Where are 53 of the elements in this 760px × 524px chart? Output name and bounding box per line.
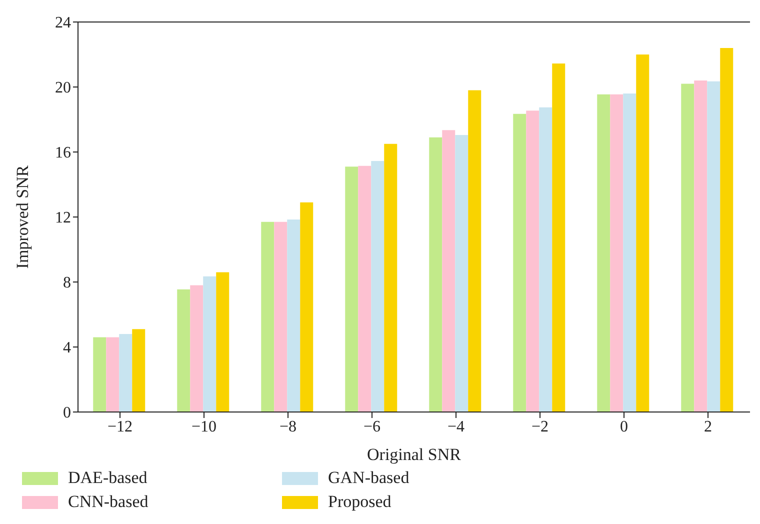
y-tick-label: 8 <box>63 274 71 292</box>
bar <box>93 337 106 412</box>
bar <box>442 130 456 412</box>
bar <box>597 94 610 412</box>
y-tick-label: 24 <box>55 14 71 32</box>
bar <box>636 54 650 412</box>
bar <box>106 337 120 412</box>
bar <box>190 285 204 412</box>
bar <box>384 144 398 412</box>
bar <box>623 94 636 412</box>
bar <box>429 137 442 412</box>
y-tick-label: 4 <box>63 340 71 357</box>
bar <box>300 202 314 412</box>
legend-label: Proposed <box>328 492 392 512</box>
bar <box>513 114 526 412</box>
bar <box>358 166 372 412</box>
bar <box>539 107 552 412</box>
bar <box>610 94 624 412</box>
y-axis-title: Improved SNR <box>13 164 32 269</box>
bar <box>177 289 190 412</box>
y-tick-label: 12 <box>55 210 71 227</box>
bar <box>132 329 146 412</box>
bar <box>468 90 482 412</box>
bar <box>119 334 132 412</box>
y-tick-label: 16 <box>55 144 71 162</box>
x-tick-label: 0 <box>620 418 628 436</box>
bar <box>203 276 216 412</box>
bar <box>552 63 566 412</box>
bar <box>707 81 720 412</box>
bar <box>455 134 468 412</box>
y-tick-label: 20 <box>55 80 71 97</box>
x-tick-label: −10 <box>191 418 217 436</box>
bar <box>261 222 274 412</box>
bar <box>345 166 358 412</box>
bar <box>694 80 708 412</box>
bar <box>371 160 384 412</box>
bar <box>526 110 540 412</box>
x-axis-title: Original SNR <box>367 445 462 464</box>
bar <box>216 272 230 412</box>
bar <box>274 222 288 412</box>
bar <box>681 84 694 412</box>
legend-label: GAN-based <box>328 468 410 488</box>
legend-label: CNN-based <box>68 492 148 512</box>
x-tick-label: −8 <box>279 418 297 436</box>
legend-label: DAE-based <box>68 468 148 488</box>
x-tick-label: −6 <box>363 418 381 436</box>
x-tick-label: −2 <box>531 418 549 436</box>
bar <box>720 48 734 412</box>
x-tick-label: −12 <box>107 418 133 436</box>
bar <box>287 219 300 412</box>
x-tick-label: −4 <box>447 418 465 436</box>
x-tick-label: 2 <box>704 418 712 436</box>
y-tick-label: 0 <box>63 404 71 422</box>
